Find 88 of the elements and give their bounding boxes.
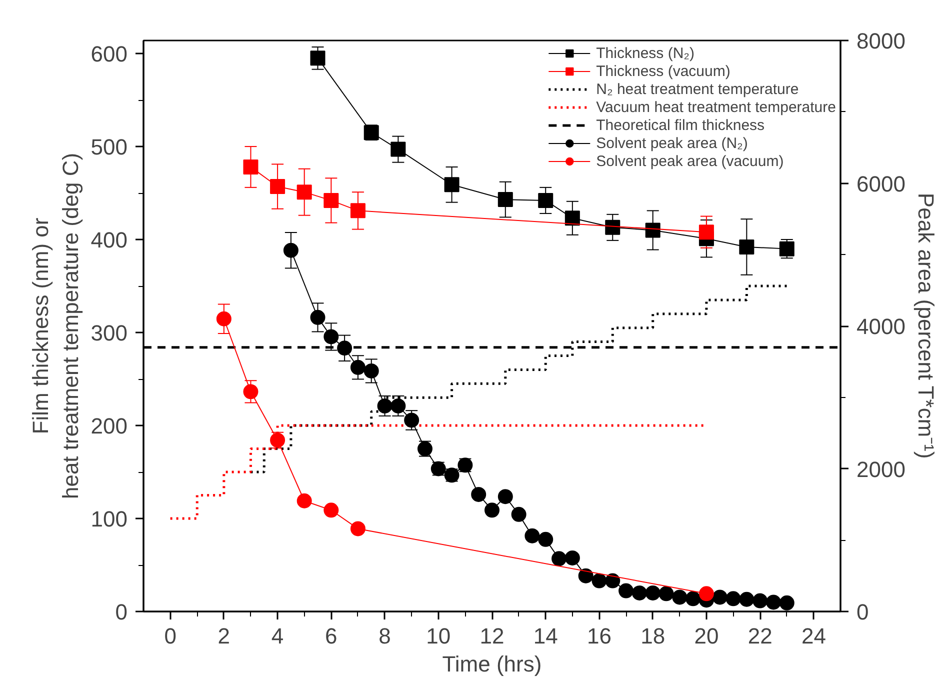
point — [538, 192, 554, 208]
y2-tick-label: 8000 — [856, 28, 906, 54]
point — [364, 363, 379, 378]
point — [698, 224, 714, 240]
legend-label: N₂ heat treatment temperature — [596, 80, 799, 98]
point — [296, 184, 312, 200]
legend-label: Thickness (N₂) — [596, 44, 694, 62]
point — [686, 591, 701, 606]
x-tick-label: 0 — [164, 624, 176, 648]
y-tick-label: 100 — [90, 506, 128, 532]
x-tick-label: 22 — [748, 624, 772, 648]
point — [377, 398, 392, 414]
y-tick-label: 200 — [90, 414, 128, 439]
point — [538, 532, 554, 547]
point — [632, 585, 647, 600]
point — [350, 360, 366, 375]
point — [337, 340, 352, 356]
y-axis-title: Film thickness (nm) or heat treatment temperature (deg C) — [28, 152, 83, 500]
point — [283, 242, 298, 258]
point — [564, 550, 580, 566]
y-tick-label: 500 — [90, 134, 128, 160]
y2-tick-label: 4000 — [856, 314, 906, 339]
point — [564, 210, 580, 226]
point — [404, 412, 420, 428]
point — [712, 590, 728, 605]
point — [645, 222, 660, 238]
point — [524, 528, 540, 544]
point — [270, 179, 286, 194]
x-tick-label: 2 — [218, 624, 230, 648]
x-tick-label: 20 — [694, 624, 719, 648]
point — [498, 192, 513, 208]
point — [658, 586, 674, 602]
point — [390, 398, 406, 414]
point — [444, 177, 460, 192]
x-tick-label: 14 — [533, 624, 558, 648]
point — [698, 586, 714, 602]
point — [324, 502, 339, 518]
point — [645, 585, 660, 600]
y-tick-label: 400 — [90, 228, 128, 253]
legend-label: Solvent peak area (N₂) — [596, 134, 748, 152]
point — [350, 203, 366, 218]
y2-tick-label: 6000 — [856, 171, 906, 196]
x-axis-title: Time (hrs) — [442, 652, 542, 676]
point — [605, 573, 620, 588]
point — [310, 310, 326, 325]
point — [243, 384, 258, 400]
point — [511, 506, 526, 522]
point — [310, 50, 326, 66]
point — [739, 592, 754, 607]
x-tick-label: 12 — [480, 624, 504, 648]
point — [484, 502, 500, 518]
point — [552, 551, 567, 566]
point — [752, 593, 768, 608]
point — [672, 590, 688, 605]
y2-tick-label: 2000 — [856, 456, 906, 482]
point — [324, 329, 339, 344]
legend-label: Thickness (vacuum) — [596, 62, 730, 80]
x-tick-label: 16 — [586, 624, 612, 648]
y-tick-label: 600 — [90, 42, 128, 67]
point — [498, 489, 513, 504]
point — [471, 486, 486, 502]
y-tick-label: 0 — [115, 600, 128, 624]
point — [605, 220, 620, 235]
point — [390, 142, 406, 157]
point — [739, 239, 754, 254]
x-tick-label: 8 — [378, 624, 391, 648]
x-tick-label: 18 — [640, 624, 666, 648]
x-tick-label: 4 — [271, 624, 284, 648]
x-tick-label: 6 — [325, 624, 338, 648]
point — [766, 594, 781, 610]
point — [726, 591, 741, 606]
y-tick-label: 300 — [90, 320, 128, 346]
point — [216, 311, 232, 326]
legend-label: Theoretical film thickness — [596, 116, 765, 134]
point — [324, 192, 339, 208]
point — [296, 493, 312, 508]
point — [779, 595, 794, 610]
y2-axis-title: Peak area (percent T*cm⁻¹) — [913, 192, 938, 459]
x-tick-label: 24 — [801, 624, 826, 648]
point — [243, 159, 258, 174]
point — [578, 568, 594, 584]
point — [618, 583, 634, 598]
legend-label: Vacuum heat treatment temperature — [596, 98, 836, 116]
point — [350, 521, 366, 536]
point — [592, 573, 607, 588]
x-tick-label: 10 — [426, 624, 451, 648]
legend-label: Solvent peak area (vacuum) — [596, 152, 784, 170]
y2-tick-label: 0 — [856, 600, 869, 624]
